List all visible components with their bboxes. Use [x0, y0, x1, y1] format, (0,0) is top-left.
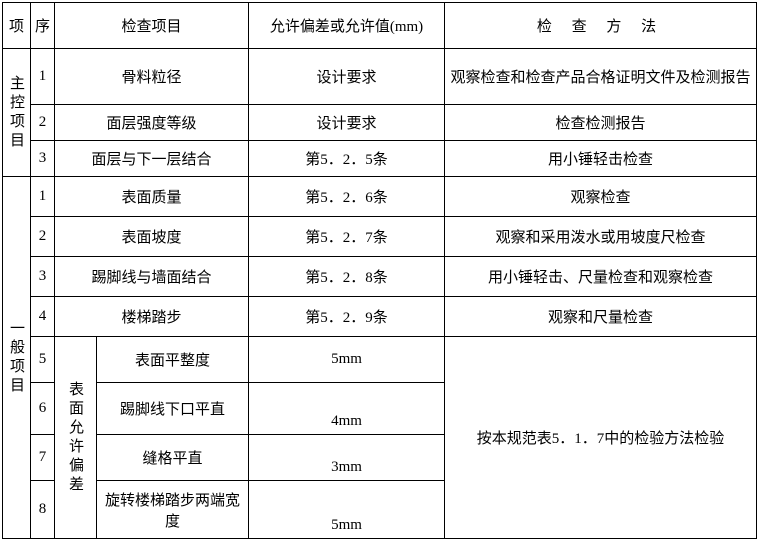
- cell-tolerance: 第5．2．6条: [249, 177, 445, 217]
- table-row: 5 表面允许偏差 表面平整度 5mm 按本规范表5．1．7中的检验方法检验: [3, 337, 757, 383]
- header-col-tolerance: 允许偏差或允许值(mm): [249, 3, 445, 49]
- cell-item: 旋转楼梯踏步两端宽度: [97, 481, 249, 539]
- cell-item: 骨料粒径: [55, 49, 249, 105]
- header-col-project: 项: [3, 3, 31, 49]
- cell-seq: 2: [31, 105, 55, 141]
- cell-tolerance: 第5．2．7条: [249, 217, 445, 257]
- table-row: 4 楼梯踏步 第5．2．9条 观察和尺量检查: [3, 297, 757, 337]
- cell-tolerance: 设计要求: [249, 105, 445, 141]
- cell-tolerance: 第5．2．8条: [249, 257, 445, 297]
- cell-tolerance: 第5．2．5条: [249, 141, 445, 177]
- header-row: 项 序 检查项目 允许偏差或允许值(mm) 检 查 方 法: [3, 3, 757, 49]
- cell-method: 检查检测报告: [445, 105, 757, 141]
- cell-seq: 4: [31, 297, 55, 337]
- cell-seq: 7: [31, 435, 55, 481]
- cell-method: 观察检查和检查产品合格证明文件及检测报告: [445, 49, 757, 105]
- cell-tolerance: 设计要求: [249, 49, 445, 105]
- cell-method: 用小锤轻击检查: [445, 141, 757, 177]
- header-col-method: 检 查 方 法: [445, 3, 757, 49]
- cell-method: 观察检查: [445, 177, 757, 217]
- group-general: 一般项目: [3, 177, 31, 539]
- cell-tolerance: 4mm: [249, 383, 445, 435]
- cell-method-combined: 按本规范表5．1．7中的检验方法检验: [445, 337, 757, 539]
- table-row: 一般项目 1 表面质量 第5．2．6条 观察检查: [3, 177, 757, 217]
- inspection-table: 项 序 检查项目 允许偏差或允许值(mm) 检 查 方 法 主控项目 1 骨料粒…: [2, 2, 757, 539]
- cell-method: 用小锤轻击、尺量检查和观察检查: [445, 257, 757, 297]
- table-row: 3 踢脚线与墙面结合 第5．2．8条 用小锤轻击、尺量检查和观察检查: [3, 257, 757, 297]
- cell-item: 表面平整度: [97, 337, 249, 383]
- cell-tolerance: 5mm: [249, 481, 445, 539]
- cell-seq: 1: [31, 177, 55, 217]
- cell-seq: 3: [31, 257, 55, 297]
- table-row: 3 面层与下一层结合 第5．2．5条 用小锤轻击检查: [3, 141, 757, 177]
- cell-method: 观察和尺量检查: [445, 297, 757, 337]
- header-col-seq: 序: [31, 3, 55, 49]
- subgroup-surface-deviation: 表面允许偏差: [55, 337, 97, 539]
- group-main-control: 主控项目: [3, 49, 31, 177]
- cell-seq: 6: [31, 383, 55, 435]
- table-row: 2 面层强度等级 设计要求 检查检测报告: [3, 105, 757, 141]
- cell-seq: 1: [31, 49, 55, 105]
- cell-seq: 3: [31, 141, 55, 177]
- cell-method: 观察和采用泼水或用坡度尺检查: [445, 217, 757, 257]
- cell-seq: 5: [31, 337, 55, 383]
- cell-item: 面层强度等级: [55, 105, 249, 141]
- cell-item: 楼梯踏步: [55, 297, 249, 337]
- cell-item: 踢脚线下口平直: [97, 383, 249, 435]
- table-row: 2 表面坡度 第5．2．7条 观察和采用泼水或用坡度尺检查: [3, 217, 757, 257]
- cell-tolerance: 第5．2．9条: [249, 297, 445, 337]
- cell-tolerance: 5mm: [249, 337, 445, 383]
- cell-item: 面层与下一层结合: [55, 141, 249, 177]
- header-col-item: 检查项目: [55, 3, 249, 49]
- cell-item: 踢脚线与墙面结合: [55, 257, 249, 297]
- cell-item: 表面质量: [55, 177, 249, 217]
- cell-seq: 8: [31, 481, 55, 539]
- table-row: 主控项目 1 骨料粒径 设计要求 观察检查和检查产品合格证明文件及检测报告: [3, 49, 757, 105]
- cell-item: 缝格平直: [97, 435, 249, 481]
- cell-item: 表面坡度: [55, 217, 249, 257]
- cell-seq: 2: [31, 217, 55, 257]
- cell-tolerance: 3mm: [249, 435, 445, 481]
